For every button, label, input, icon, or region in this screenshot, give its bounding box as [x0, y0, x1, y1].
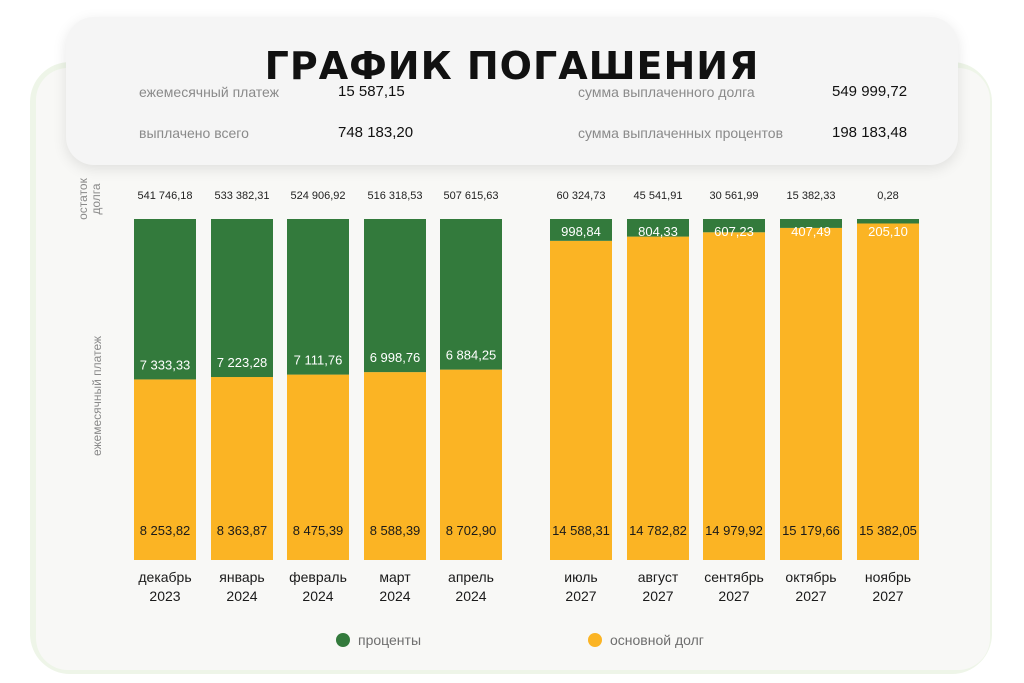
month-label: декабрь	[138, 569, 191, 585]
year-label: 2024	[226, 588, 257, 604]
bar-principal	[364, 372, 426, 560]
interest-value-label: 7 333,33	[140, 357, 191, 372]
principal-value-label: 15 382,05	[859, 523, 917, 538]
interest-value-label: 7 223,28	[217, 355, 268, 370]
bar-interest	[440, 219, 502, 370]
interest-paid-label: сумма выплаченных процентов	[578, 125, 784, 141]
balance-label: 524 906,92	[290, 190, 345, 202]
balance-axis-label: остаток долга	[76, 169, 105, 229]
year-label: 2027	[795, 588, 826, 604]
interest-value-label: 407,49	[791, 224, 831, 239]
bar-principal	[703, 232, 765, 560]
balance-label: 30 561,99	[710, 190, 759, 202]
principal-value-label: 14 979,92	[705, 523, 763, 538]
principal-paid-label: сумма выплаченного долга	[578, 84, 755, 100]
month-label: сентябрь	[704, 569, 764, 585]
bar-principal	[211, 377, 273, 560]
bar-interest	[703, 219, 765, 233]
bar-principal	[134, 379, 196, 560]
monthly-payment-label: ежемесячный платеж	[139, 84, 280, 100]
year-label: 2027	[718, 588, 749, 604]
bar-interest	[287, 219, 349, 375]
bar-interest	[134, 219, 196, 380]
bar-interest	[364, 219, 426, 373]
bar-interest	[627, 219, 689, 237]
balance-label: 60 324,73	[557, 190, 606, 202]
bar-principal	[550, 240, 612, 560]
legend-principal-swatch	[588, 633, 602, 647]
monthly-payment-value: 15 587,15	[338, 83, 405, 100]
principal-value-label: 8 363,87	[217, 523, 268, 538]
bar-interest	[857, 219, 919, 224]
balance-label: 507 615,63	[443, 190, 498, 202]
principal-value-label: 14 782,82	[629, 523, 687, 538]
month-label: август	[638, 569, 679, 585]
principal-value-label: 8 475,39	[293, 523, 344, 538]
month-label: июль	[564, 569, 597, 585]
principal-paid-value: 549 999,72	[832, 83, 908, 100]
balance-label: 45 541,91	[634, 190, 683, 202]
month-label: март	[379, 569, 411, 585]
total-paid-label: выплачено всего	[139, 125, 249, 141]
summary-card: ГРАФИК ПОГАШЕНИЯ ежемесячный платеж 15 5…	[66, 17, 958, 165]
balance-label: 516 318,53	[367, 190, 422, 202]
legend-interest-swatch	[336, 633, 350, 647]
payment-axis-label: ежемесячный платеж	[90, 335, 104, 457]
month-label: февраль	[289, 569, 347, 585]
bar-principal	[287, 374, 349, 560]
bar-interest	[211, 219, 273, 378]
year-label: 2023	[149, 588, 180, 604]
legend-principal-label: основной долг	[610, 632, 704, 648]
year-label: 2027	[872, 588, 903, 604]
principal-value-label: 8 588,39	[370, 523, 421, 538]
page-title: ГРАФИК ПОГАШЕНИЯ	[264, 44, 760, 88]
interest-value-label: 7 111,76	[294, 353, 343, 368]
principal-value-label: 8 253,82	[140, 523, 191, 538]
month-label: октябрь	[785, 569, 836, 585]
balance-axis-label-line2: долга	[89, 183, 103, 215]
interest-value-label: 6 998,76	[370, 350, 421, 365]
interest-value-label: 6 884,25	[446, 348, 497, 363]
interest-value-label: 804,33	[638, 224, 678, 239]
interest-value-label: 205,10	[868, 224, 908, 239]
balance-label: 541 746,18	[137, 190, 192, 202]
month-label: апрель	[448, 569, 494, 585]
balance-label: 0,28	[877, 190, 898, 202]
principal-value-label: 8 702,90	[446, 523, 497, 538]
year-label: 2027	[642, 588, 673, 604]
interest-value-label: 998,84	[561, 224, 601, 239]
interest-value-label: 607,23	[714, 224, 754, 239]
interest-paid-value: 198 183,48	[832, 124, 908, 141]
year-label: 2024	[455, 588, 486, 604]
principal-value-label: 15 179,66	[782, 523, 840, 538]
bar-principal	[857, 223, 919, 560]
bar-interest	[780, 219, 842, 228]
month-label: ноябрь	[865, 569, 911, 585]
bar-principal	[440, 369, 502, 560]
principal-value-label: 14 588,31	[552, 523, 610, 538]
year-label: 2024	[379, 588, 410, 604]
total-paid-value: 748 183,20	[338, 124, 414, 141]
bar-principal	[627, 236, 689, 561]
balance-label: 533 382,31	[214, 190, 269, 202]
bar-principal	[780, 227, 842, 560]
bar-interest	[550, 219, 612, 241]
month-label: январь	[219, 569, 264, 585]
year-label: 2027	[565, 588, 596, 604]
balance-label: 15 382,33	[787, 190, 836, 202]
year-label: 2024	[302, 588, 333, 604]
legend-interest-label: проценты	[358, 632, 422, 648]
